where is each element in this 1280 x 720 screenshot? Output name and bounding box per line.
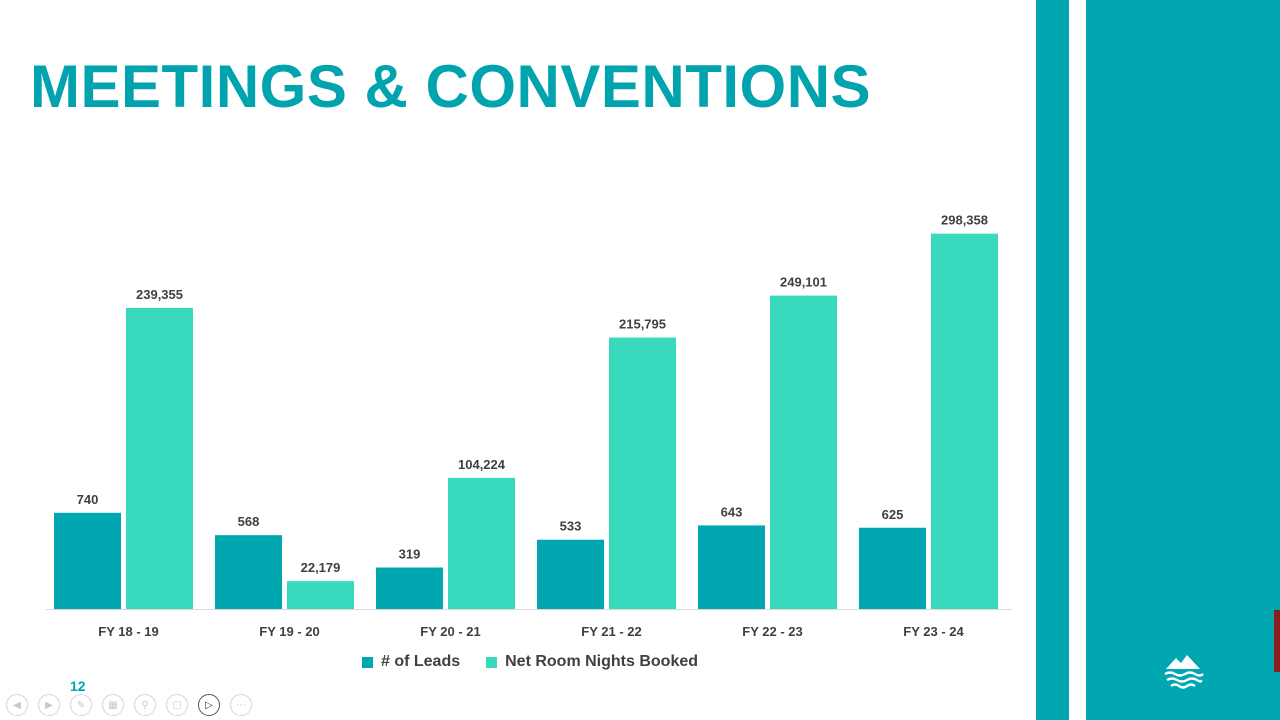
legend-label-leads: # of Leads [380,653,461,670]
camera-icon[interactable]: ▷ [198,694,220,716]
more-options-icon[interactable]: ⋯ [230,694,252,716]
chart-legend: # of Leads Net Room Nights Booked [0,653,1060,671]
bar-leads [54,512,121,609]
bar-leads [215,535,282,609]
slide-title: MEETINGS & CONVENTIONS [30,53,872,120]
legend-item-leads: # of Leads [361,653,461,671]
subtitles-icon[interactable]: ▢ [166,694,188,716]
category-label: FY 23 - 24 [903,624,964,639]
bar-room-nights [770,295,837,609]
slides-grid-icon[interactable]: ▦ [102,694,124,716]
data-label-leads: 533 [560,519,582,534]
bar-leads [376,567,443,609]
data-label-leads: 625 [882,507,904,522]
data-label-room-nights: 104,224 [458,457,506,472]
data-label-leads: 740 [77,492,99,507]
pen-icon[interactable]: ✎ [70,694,92,716]
previous-slide-icon[interactable]: ◀ [6,694,28,716]
bar-room-nights [448,477,515,609]
category-label: FY 18 - 19 [98,624,158,639]
page-number: 12 [70,678,86,694]
data-label-leads: 568 [238,514,260,529]
bar-room-nights [287,581,354,609]
legend-item-room-nights: Net Room Nights Booked [486,653,698,671]
legend-swatch-leads [361,656,373,668]
next-slide-icon[interactable]: ▶ [38,694,60,716]
bar-leads [698,525,765,609]
bar-leads [859,527,926,609]
bar-room-nights [931,233,998,609]
bar-leads [537,539,604,609]
mountain-waves-logo [1158,644,1208,694]
zoom-icon[interactable]: ⚲ [134,694,156,716]
legend-swatch-room-nights [486,656,498,668]
data-label-room-nights: 215,795 [619,317,666,332]
data-label-room-nights: 239,355 [136,287,183,302]
decorative-stripe-wide [1086,0,1280,720]
data-label-leads: 319 [399,547,421,562]
legend-label-room-nights: Net Room Nights Booked [505,653,699,670]
slideshow-controls: ◀ ▶ ✎ ▦ ⚲ ▢ ▷ ⋯ [6,694,252,716]
decorative-stripe-narrow [1036,0,1069,720]
data-label-leads: 643 [721,504,743,519]
data-label-room-nights: 298,358 [941,213,988,228]
category-label: FY 21 - 22 [581,624,641,639]
bar-room-nights [126,307,193,609]
data-label-room-nights: 249,101 [780,275,827,290]
category-label: FY 19 - 20 [259,624,319,639]
bar-room-nights [609,337,676,609]
bar-chart: 740 239,355 FY 18 - 19 568 22,179 FY 19 - 20 3… [46,213,1012,639]
category-label: FY 22 - 23 [742,624,802,639]
data-label-room-nights: 22,179 [301,560,341,575]
edge-tab [1274,610,1280,672]
category-label: FY 20 - 21 [420,624,480,639]
